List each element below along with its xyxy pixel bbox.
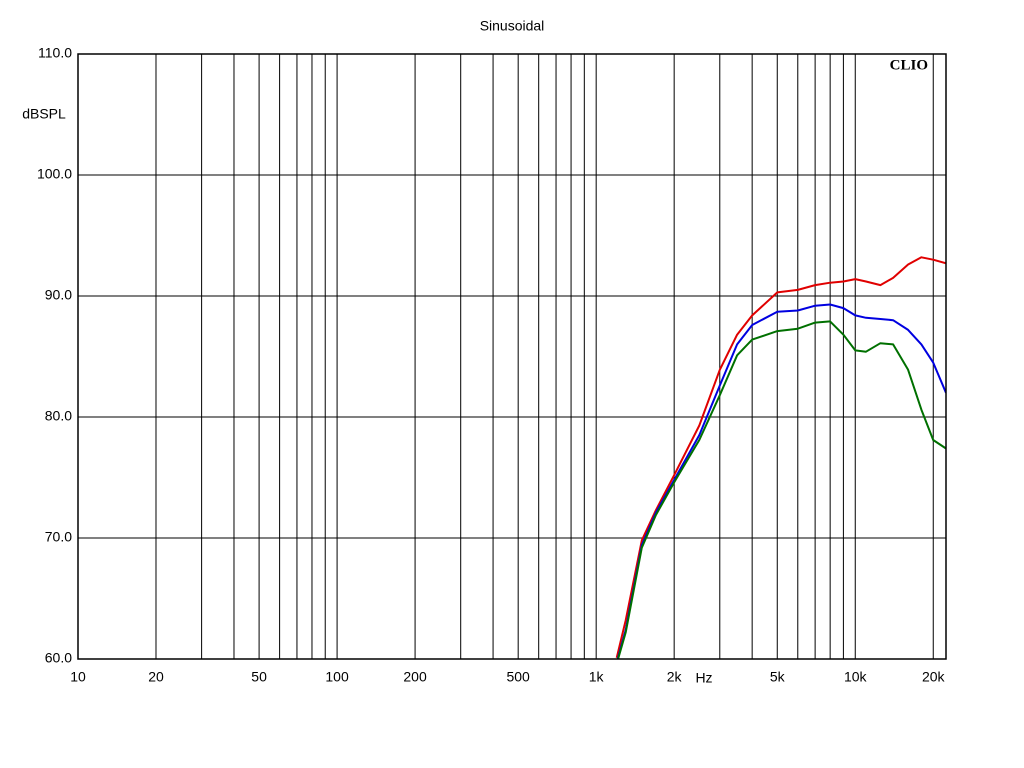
y-tick-label: 70.0	[45, 529, 72, 545]
x-tick-label: 20k	[922, 669, 946, 685]
x-tick-label: 10k	[844, 669, 868, 685]
x-tick-label: 500	[506, 669, 530, 685]
plot-lines	[615, 256, 946, 659]
series-line	[615, 256, 946, 659]
y-tick-label: 90.0	[45, 287, 72, 303]
y-tick-label: 60.0	[45, 650, 72, 666]
x-tick-label: 200	[403, 669, 427, 685]
x-tick-label: 2k	[667, 669, 683, 685]
x-tick-label: 20	[148, 669, 164, 685]
x-tick-label: 10	[70, 669, 86, 685]
y-tick-label: 80.0	[45, 408, 72, 424]
x-tick-label: 100	[325, 669, 349, 685]
y-tick-label: 110.0	[38, 45, 72, 61]
plot-frame	[77, 53, 947, 660]
brand: CLIO	[890, 57, 928, 73]
y-tick-label: 100.0	[37, 166, 72, 182]
series-line	[616, 303, 946, 659]
series-line	[617, 320, 946, 659]
x-axis-label: Hz	[695, 670, 712, 686]
chart-title: Sinusoidal	[480, 18, 545, 34]
x-tick-label: 1k	[589, 669, 605, 685]
x-tick-label: 5k	[770, 669, 786, 685]
x-tick-label: 50	[251, 669, 267, 685]
y-axis-label: dBSPL	[22, 106, 66, 122]
